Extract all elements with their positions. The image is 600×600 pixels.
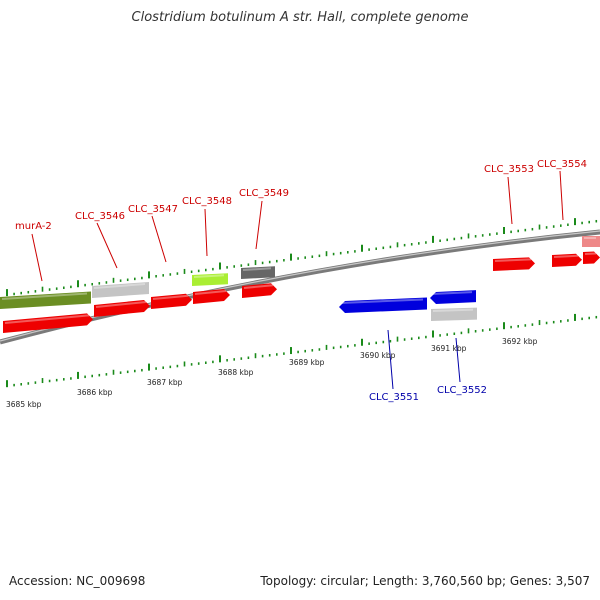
cds-forward-arrow-shine xyxy=(4,314,90,324)
upper-tick-track xyxy=(6,218,598,297)
label-leader-line xyxy=(507,176,513,225)
label-leader-line xyxy=(559,170,564,221)
gene-label-murA-2[interactable]: murA-2 xyxy=(15,221,52,232)
label-leader-line xyxy=(151,215,167,263)
feature-lime-gene-shine xyxy=(193,274,225,278)
gene-label-CLC_3552[interactable]: CLC_3552 xyxy=(437,385,487,396)
label-leader-line xyxy=(255,200,263,250)
feature-darkgray-gene xyxy=(241,266,275,279)
tick-label-3686: 3686 kbp xyxy=(77,388,113,397)
tick-label-3687: 3687 kbp xyxy=(147,378,183,387)
cds-forward-arrow-shine xyxy=(494,258,532,262)
cds-forward-arrow-shine xyxy=(553,254,579,258)
gene-label-CLC_3547[interactable]: CLC_3547 xyxy=(128,204,178,215)
cds-forward-arrow xyxy=(3,313,93,333)
feature-pink-gene xyxy=(582,236,600,247)
map-title: Clostridium botulinum A str. Hall, compl… xyxy=(131,10,469,25)
cds-forward-arrow xyxy=(94,299,150,317)
cds-forward-arrow-shine xyxy=(243,284,274,289)
cds-forward-arrow xyxy=(193,289,230,304)
label-leader-line xyxy=(387,329,394,390)
cds-forward-arrow xyxy=(151,293,192,309)
cds-forward-arrow-shine xyxy=(194,290,227,295)
gene-label-CLC_3551[interactable]: CLC_3551 xyxy=(369,392,419,403)
gene-label-CLC_3549[interactable]: CLC_3549 xyxy=(239,188,289,199)
cds-forward-arrow xyxy=(583,251,600,264)
cds-reverse-arrow-shine xyxy=(431,291,473,295)
tick-label-3690: 3690 kbp xyxy=(360,351,396,360)
feature-olive-gene xyxy=(0,291,91,309)
tick-label-3691: 3691 kbp xyxy=(431,344,467,353)
cds-forward-arrow xyxy=(493,257,535,271)
gene-label-CLC_3553[interactable]: CLC_3553 xyxy=(484,164,534,175)
feature-olive-gene-shine xyxy=(1,292,88,300)
cds-forward-arrow-shine xyxy=(584,252,597,255)
label-leader-line xyxy=(204,208,208,257)
feature-gray-gene-shine xyxy=(432,308,474,312)
cds-forward-arrow-shine xyxy=(152,294,189,300)
genome-backbone xyxy=(0,229,600,345)
feature-lime-gene xyxy=(192,273,228,286)
feature-gray-gene xyxy=(431,307,477,321)
tick-label-3692: 3692 kbp xyxy=(502,337,538,346)
genome-summary-text: Topology: circular; Length: 3,760,560 bp… xyxy=(260,574,590,588)
accession-text: Accession: NC_009698 xyxy=(9,574,146,588)
label-leader-line xyxy=(455,337,461,383)
feature-gray-gene xyxy=(92,282,149,298)
gene-label-CLC_3546[interactable]: CLC_3546 xyxy=(75,211,125,222)
cds-forward-arrow xyxy=(242,283,277,298)
lower-tick-track xyxy=(6,313,598,388)
feature-gray-gene-shine xyxy=(93,283,146,289)
gene-label-CLC_3554[interactable]: CLC_3554 xyxy=(537,159,587,170)
label-leader-lines xyxy=(31,170,564,390)
tick-label-3688: 3688 kbp xyxy=(218,368,254,377)
label-leader-line xyxy=(31,233,43,282)
tick-label-3689: 3689 kbp xyxy=(289,358,325,367)
feature-track xyxy=(0,236,600,333)
cds-forward-arrow-shine xyxy=(95,300,147,308)
gene-label-CLC_3548[interactable]: CLC_3548 xyxy=(182,196,232,207)
genome-backbone-highlight xyxy=(0,230,600,342)
cds-reverse-arrow xyxy=(339,297,427,313)
label-leader-line xyxy=(96,222,118,269)
cds-reverse-arrow xyxy=(430,290,476,304)
cds-forward-arrow xyxy=(552,253,582,267)
tick-label-3685: 3685 kbp xyxy=(6,400,42,409)
cds-reverse-arrow-shine xyxy=(340,298,424,304)
feature-darkgray-gene-shine xyxy=(242,267,272,271)
